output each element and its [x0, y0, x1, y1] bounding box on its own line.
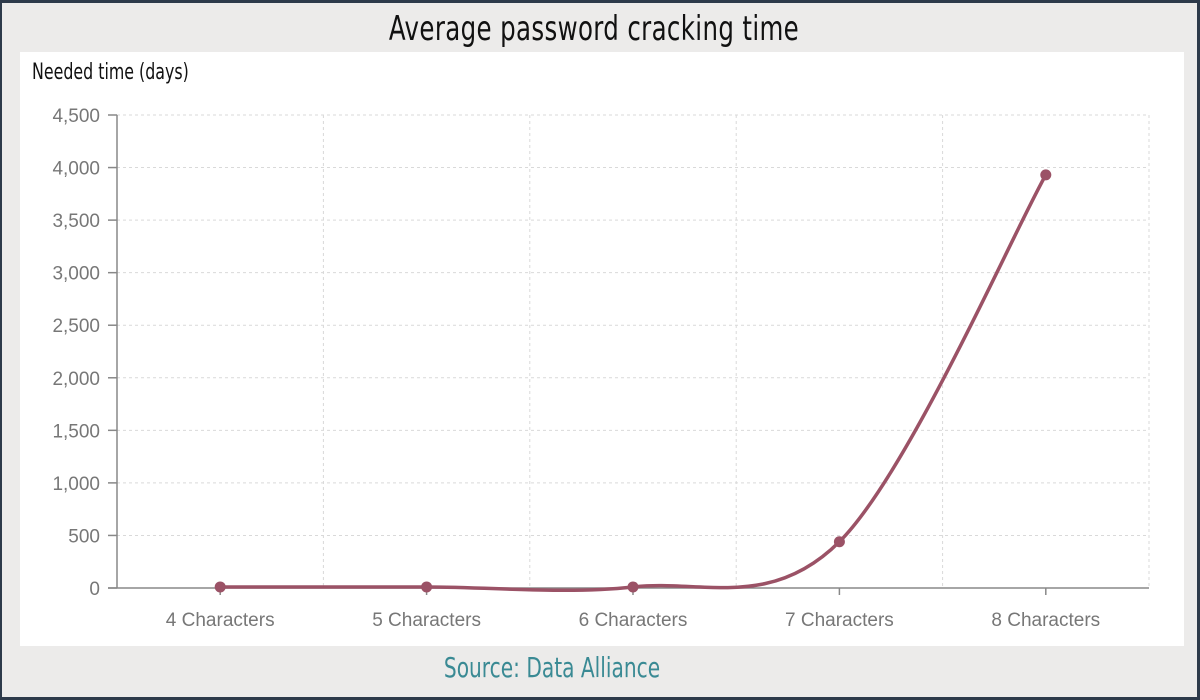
y-tick-label: 1,000 [52, 474, 100, 495]
data-point [214, 581, 226, 593]
x-tick-label: 5 Characters [372, 610, 481, 631]
y-tick-label: 500 [68, 526, 100, 547]
x-tick-label: 7 Characters [785, 610, 894, 631]
y-axis-title: Needed time (days) [32, 60, 189, 85]
y-tick-label: 4,000 [52, 159, 100, 180]
y-tick-label: 4,500 [52, 106, 100, 127]
line-chart: 0 500 1,000 1,500 2,000 2,500 3,000 3,500 4,000 4… [52, 106, 1150, 631]
chart-panel: Needed time (days) 0 500 1,000 1,500 2,000 2,… [20, 52, 1184, 646]
x-tick-label: 8 Characters [991, 610, 1100, 631]
y-tick-label: 2,500 [52, 316, 100, 337]
data-point [833, 536, 845, 548]
data-point [627, 581, 639, 593]
chart-title: Average password cracking time [388, 9, 800, 49]
y-tick-label: 0 [89, 579, 100, 600]
y-tick-label: 3,000 [52, 264, 100, 285]
x-tick-label: 4 Characters [166, 610, 275, 631]
x-tick-label: 6 Characters [579, 610, 688, 631]
data-point [421, 581, 433, 593]
source-caption: Source: Data Alliance [443, 651, 661, 684]
y-tick-label: 3,500 [52, 211, 100, 232]
data-point [1040, 169, 1052, 181]
chart-frame: Average password cracking time Needed ti… [2, 3, 1197, 697]
data-line [218, 173, 1048, 593]
y-tick-label: 1,500 [52, 421, 100, 442]
y-tick-label: 2,000 [52, 369, 100, 390]
